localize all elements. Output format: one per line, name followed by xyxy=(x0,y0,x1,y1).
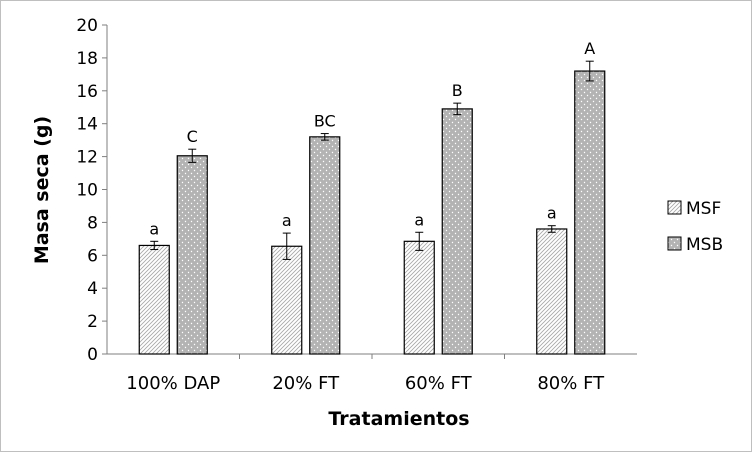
legend-swatch-msb xyxy=(667,236,682,251)
y-tick-label: 20 xyxy=(76,16,98,36)
legend-label-msf: MSF xyxy=(686,199,721,219)
bar-msb xyxy=(574,70,606,355)
y-tick-label: 0 xyxy=(87,345,98,365)
x-tick-label: 60% FT xyxy=(405,373,473,394)
bar-msf xyxy=(271,245,303,355)
bar-msf xyxy=(536,228,568,355)
bar-msf xyxy=(403,240,435,355)
y-tick-label: 14 xyxy=(76,115,98,135)
significance-label: a xyxy=(547,204,557,223)
y-tick-label: 2 xyxy=(87,312,98,332)
y-tick-label: 6 xyxy=(87,246,98,266)
significance-label: A xyxy=(584,39,595,58)
significance-label: C xyxy=(187,127,198,146)
legend-swatch-msf xyxy=(667,200,682,215)
significance-label: a xyxy=(149,219,159,238)
significance-label: B xyxy=(452,81,463,100)
y-axis-title: Masa seca (g) xyxy=(31,116,53,264)
bar-msb xyxy=(441,108,473,355)
bar-msf xyxy=(138,244,170,355)
y-tick-label: 18 xyxy=(76,49,98,69)
x-axis-title: Tratamientos xyxy=(328,408,469,430)
bars xyxy=(138,60,606,355)
bar-msb xyxy=(309,136,341,355)
x-tick-label: 100% DAP xyxy=(126,373,220,394)
significance-label: a xyxy=(282,211,292,230)
y-tick-label: 10 xyxy=(76,181,98,201)
bar-msb xyxy=(176,155,208,355)
significance-label: a xyxy=(414,210,424,229)
legend-label-msb: MSB xyxy=(686,235,723,255)
legend: MSF MSB xyxy=(667,199,723,255)
y-tick-label: 4 xyxy=(87,279,98,299)
y-tick-label: 12 xyxy=(76,148,98,168)
x-tick-label: 20% FT xyxy=(272,373,340,394)
y-tick-label: 8 xyxy=(87,213,98,233)
significance-label: BC xyxy=(314,112,336,131)
y-tick-label: 16 xyxy=(76,82,98,102)
x-tick-label: 80% FT xyxy=(537,373,605,394)
labels: 0 2 4 6 8 10 12 14 16 18 20 100% DAP a C 20% FT a BC 60% … xyxy=(76,16,605,394)
